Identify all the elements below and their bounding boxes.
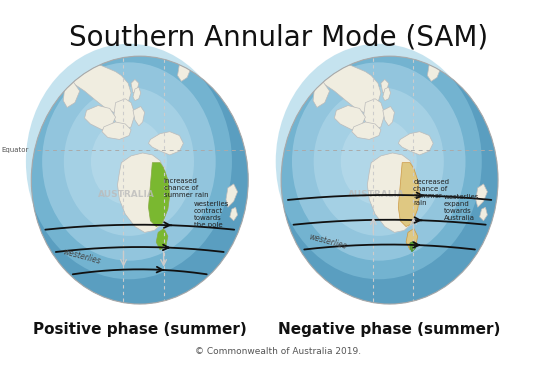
Polygon shape xyxy=(480,207,488,221)
Polygon shape xyxy=(226,184,238,207)
Ellipse shape xyxy=(64,87,194,236)
Polygon shape xyxy=(63,81,80,108)
Polygon shape xyxy=(148,132,184,155)
Polygon shape xyxy=(102,122,131,139)
Text: westerlies
contract
towards
the pole: westerlies contract towards the pole xyxy=(194,201,230,228)
Polygon shape xyxy=(383,107,394,126)
Polygon shape xyxy=(118,153,170,232)
Ellipse shape xyxy=(341,118,417,205)
Polygon shape xyxy=(334,105,366,130)
Ellipse shape xyxy=(276,44,482,279)
Polygon shape xyxy=(476,184,488,207)
Polygon shape xyxy=(399,132,433,155)
Text: Negative phase (summer): Negative phase (summer) xyxy=(279,322,501,337)
Polygon shape xyxy=(315,64,381,112)
Polygon shape xyxy=(383,87,390,101)
Polygon shape xyxy=(381,79,389,93)
Text: westerlies
expand
towards
Australia: westerlies expand towards Australia xyxy=(444,194,479,221)
Ellipse shape xyxy=(31,56,248,304)
Ellipse shape xyxy=(281,56,498,304)
Polygon shape xyxy=(65,64,131,112)
Ellipse shape xyxy=(292,62,465,261)
Polygon shape xyxy=(148,163,170,227)
Ellipse shape xyxy=(91,118,167,205)
Polygon shape xyxy=(406,228,417,250)
Text: decreased
chance of
summer
rain: decreased chance of summer rain xyxy=(414,179,449,206)
Polygon shape xyxy=(131,79,139,93)
Text: Equator: Equator xyxy=(1,147,29,153)
Polygon shape xyxy=(178,60,191,81)
Polygon shape xyxy=(410,241,416,252)
Polygon shape xyxy=(133,87,141,101)
Polygon shape xyxy=(133,107,145,126)
Polygon shape xyxy=(113,99,135,132)
Ellipse shape xyxy=(281,56,498,304)
Text: AUSTRALIA: AUSTRALIA xyxy=(98,190,155,199)
Polygon shape xyxy=(367,153,420,232)
Polygon shape xyxy=(230,207,238,221)
Text: increased
chance of
summer rain: increased chance of summer rain xyxy=(164,178,208,198)
Polygon shape xyxy=(427,60,441,81)
Text: AUSTRALIA: AUSTRALIA xyxy=(348,190,405,199)
Ellipse shape xyxy=(26,44,232,279)
Polygon shape xyxy=(156,228,168,250)
Ellipse shape xyxy=(42,62,215,261)
Ellipse shape xyxy=(314,87,444,236)
Text: westerlies: westerlies xyxy=(62,247,102,266)
Ellipse shape xyxy=(31,56,248,304)
Text: Positive phase (summer): Positive phase (summer) xyxy=(33,322,247,337)
Text: Southern Annular Mode (SAM): Southern Annular Mode (SAM) xyxy=(69,23,488,51)
Polygon shape xyxy=(399,163,420,227)
Text: © Commonwealth of Australia 2019.: © Commonwealth of Australia 2019. xyxy=(195,347,361,356)
Polygon shape xyxy=(363,99,385,132)
Polygon shape xyxy=(352,122,381,139)
Polygon shape xyxy=(85,105,116,130)
Text: westerlies: westerlies xyxy=(308,233,348,251)
Polygon shape xyxy=(313,81,329,108)
